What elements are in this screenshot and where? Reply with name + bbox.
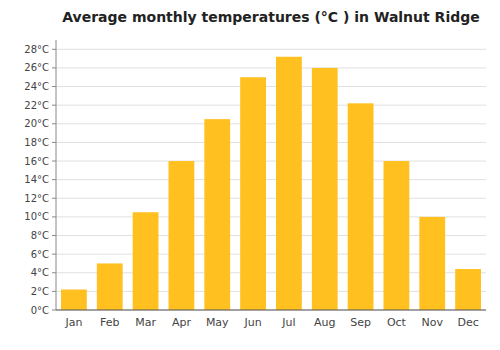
y-tick — [52, 272, 56, 273]
chart-container: Average monthly temperatures (°C ) in Wa… — [0, 0, 500, 350]
y-tick — [52, 291, 56, 292]
bar — [169, 161, 195, 310]
y-tick-label: 18°C — [24, 137, 49, 148]
y-tick-label: 4°C — [31, 267, 49, 278]
bar — [348, 103, 374, 310]
y-tick — [52, 310, 56, 311]
y-tick-label: 10°C — [24, 211, 49, 222]
x-tick-label: May — [206, 316, 229, 329]
x-tick-label: Dec — [457, 316, 478, 329]
x-tick-label: Feb — [100, 316, 119, 329]
y-tick-label: 24°C — [24, 81, 49, 92]
y-tick-label: 6°C — [31, 249, 49, 260]
bar — [384, 161, 410, 310]
x-tick-label: Sep — [350, 316, 371, 329]
grid — [56, 49, 486, 310]
y-tick-label: 16°C — [24, 156, 49, 167]
bar — [133, 212, 159, 310]
y-tick — [52, 86, 56, 87]
bar — [455, 269, 481, 310]
y-tick-label: 8°C — [31, 230, 49, 241]
grid-line — [56, 49, 486, 50]
x-tick-label: Apr — [172, 316, 192, 329]
bars — [61, 57, 481, 310]
y-tick-label: 2°C — [31, 286, 49, 297]
bar — [97, 263, 123, 310]
bar — [240, 77, 266, 310]
grid-line — [56, 123, 486, 124]
chart-svg: Average monthly temperatures (°C ) in Wa… — [0, 0, 500, 350]
y-tick — [52, 67, 56, 68]
x-ticks: Jan Feb Mar Apr May Jun Jul Aug Sep Oct Nov Dec — [64, 316, 478, 329]
y-tick — [52, 123, 56, 124]
grid-line — [56, 179, 486, 180]
y-tick — [52, 105, 56, 106]
y-ticks: 0°C 2°C 4°C 6°C 8°C 10°C 12°C 14°C 16°C 18°C 20°C 2… — [24, 44, 56, 316]
page: {"chart_data": {"type": "bar", "title": … — [0, 0, 500, 350]
x-tick-label: Nov — [422, 316, 444, 329]
y-tick-label: 26°C — [24, 62, 49, 73]
y-tick-label: 20°C — [24, 118, 49, 129]
x-axis-line — [56, 310, 486, 311]
y-tick — [52, 161, 56, 162]
y-tick — [52, 179, 56, 180]
y-tick — [52, 235, 56, 236]
grid-line — [56, 105, 486, 106]
y-tick — [52, 254, 56, 255]
x-tick-label: Jul — [281, 316, 295, 329]
y-tick — [52, 216, 56, 217]
x-tick-label: Mar — [135, 316, 156, 329]
y-tick-label: 0°C — [31, 305, 49, 316]
x-tick-label: Jun — [243, 316, 261, 329]
y-tick — [52, 142, 56, 143]
bar — [419, 217, 445, 310]
x-tick-label: Jan — [64, 316, 82, 329]
y-axis-line — [56, 40, 57, 310]
grid-line — [56, 86, 486, 87]
bar — [61, 290, 87, 310]
x-tick-label: Oct — [387, 316, 407, 329]
y-tick-label: 28°C — [24, 44, 49, 55]
y-tick — [52, 49, 56, 50]
title: Average monthly temperatures (°C ) in Wa… — [62, 9, 480, 25]
grid-line — [56, 161, 486, 162]
grid-line — [56, 142, 486, 143]
y-tick-label: 12°C — [24, 193, 49, 204]
grid-line — [56, 198, 486, 199]
y-tick-label: 14°C — [24, 174, 49, 185]
bar — [276, 57, 302, 310]
bar — [204, 119, 230, 310]
grid-line — [56, 67, 486, 68]
y-tick-label: 22°C — [24, 100, 49, 111]
x-tick-label: Aug — [314, 316, 335, 329]
grid-line — [56, 310, 486, 311]
y-tick — [52, 198, 56, 199]
bar — [312, 68, 338, 310]
